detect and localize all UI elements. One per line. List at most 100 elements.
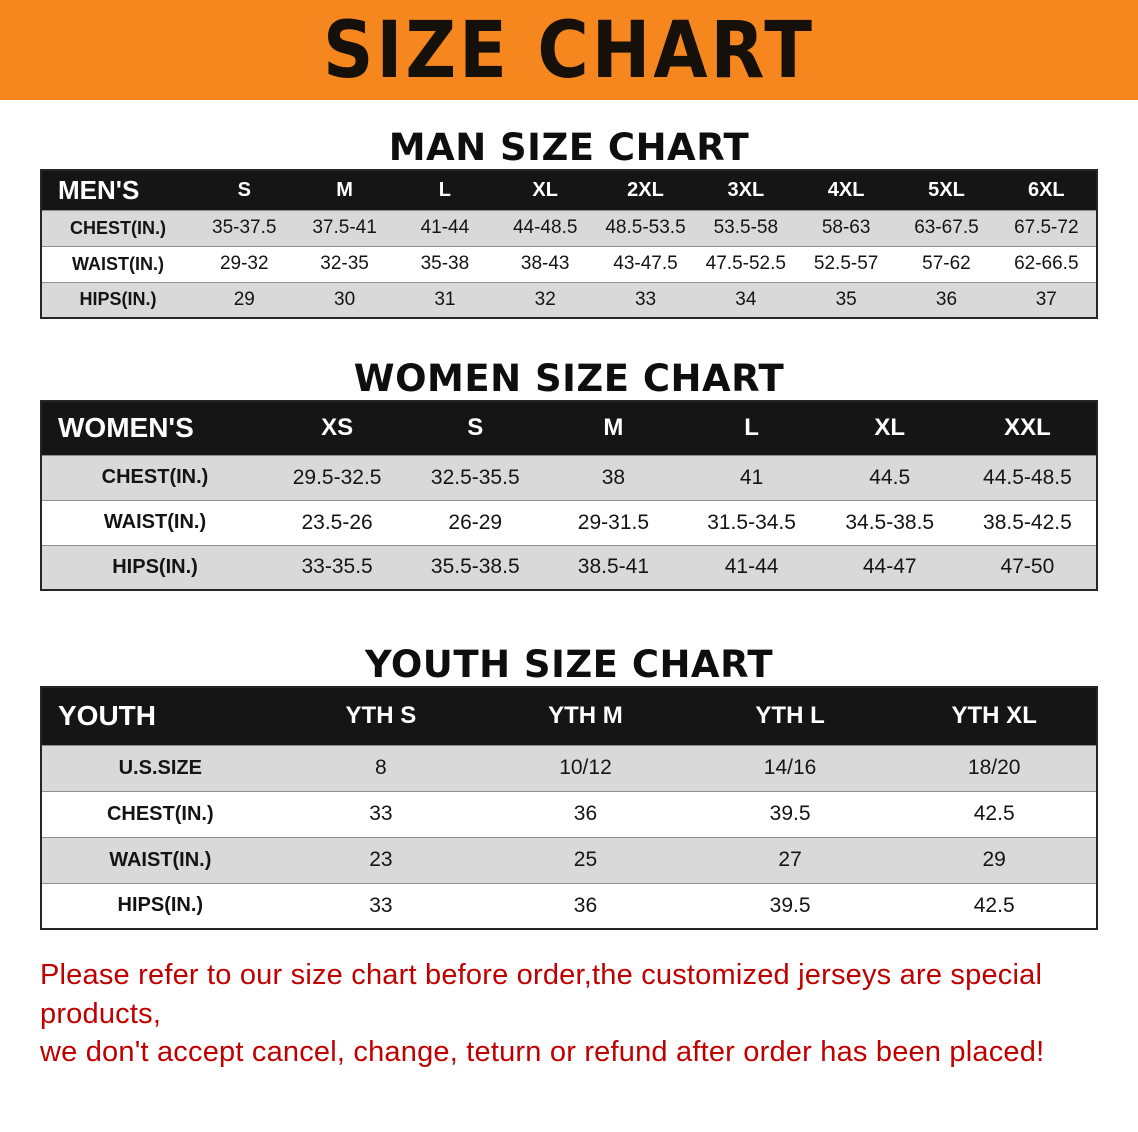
women-size-section: WOMEN SIZE CHART WOMEN'S XS S M L XL XXL CHEST(…: [0, 357, 1138, 591]
table-cell: 53.5-58: [713, 217, 779, 238]
disclaimer-text: Please refer to our size chart before or…: [40, 956, 1118, 1072]
table-cell: 10/12: [559, 756, 612, 779]
table-cell: 38.5-42.5: [983, 510, 1072, 534]
size-column-header: YTH L: [687, 687, 893, 745]
table-row: CHEST(IN.) 33 36 39.5 42.5: [41, 791, 1097, 837]
size-column-header: 4XL: [795, 170, 897, 210]
table-cell: 52.5-57: [813, 253, 879, 274]
table-row: HIPS(IN.) 29 30 31 32 33 34 35 36 37: [41, 282, 1097, 318]
table-cell: 14/16: [763, 756, 817, 779]
men-size-table: MEN'S S M L XL 2XL 3XL 4XL 5XL 6XL CHEST(IN.) 35-37…: [40, 169, 1098, 319]
table-cell: 29-31.5: [577, 510, 650, 534]
table-cell: 44.5-48.5: [983, 465, 1072, 489]
table-cell: 62-66.5: [1014, 253, 1079, 274]
table-cell: 34: [735, 288, 757, 310]
youth-size-table: YOUTH YTH S YTH M YTH L YTH XL U.S.SIZE 8 10/12…: [40, 686, 1098, 930]
table-cell: 26-29: [448, 510, 503, 534]
table-cell: 35-37.5: [212, 217, 277, 238]
table-cell: 42.5: [973, 802, 1015, 825]
table-cell: 35-38: [420, 253, 470, 274]
table-corner-label: YOUTH: [41, 687, 279, 745]
size-column-header: 6XL: [996, 170, 1097, 210]
table-cell: 33-35.5: [301, 555, 373, 579]
table-cell: 38-43: [520, 253, 570, 274]
size-column-header: YTH M: [483, 687, 688, 745]
table-header-row: MEN'S S M L XL 2XL 3XL 4XL 5XL 6XL: [41, 170, 1097, 210]
table-cell: 25: [573, 848, 598, 871]
table-cell: 29.5-32.5: [292, 465, 382, 489]
row-label: WAIST(IN.): [72, 253, 165, 274]
table-cell: 31: [434, 288, 456, 310]
table-cell: 35.5-38.5: [430, 555, 520, 579]
table-row: HIPS(IN.) 33 36 39.5 42.5: [41, 883, 1097, 929]
table-cell: 32.5-35.5: [430, 465, 520, 489]
women-size-table: WOMEN'S XS S M L XL XXL CHEST(IN.) 29.5-32.5 32.5…: [40, 400, 1098, 591]
row-label: HIPS(IN.): [79, 289, 157, 310]
size-column-header: S: [194, 170, 295, 210]
women-section-heading: WOMEN SIZE CHART: [353, 357, 785, 400]
table-cell: 37: [1035, 288, 1057, 310]
table-cell: 30: [334, 288, 356, 310]
youth-section-heading: YOUTH SIZE CHART: [364, 643, 774, 686]
size-column-header: YTH S: [278, 687, 484, 745]
table-cell: 63-67.5: [914, 217, 979, 238]
row-label: CHEST(IN.): [70, 217, 167, 238]
table-cell: 37.5-41: [312, 217, 377, 238]
table-cell: 39.5: [769, 893, 811, 917]
table-cell: 29-32: [219, 253, 269, 274]
table-cell: 47-50: [1000, 555, 1055, 579]
row-label: HIPS(IN.): [112, 555, 198, 578]
disclaimer-line-1: Please refer to our size chart before or…: [40, 959, 1043, 1030]
table-cell: 58-63: [821, 217, 871, 238]
table-cell: 48.5-53.5: [605, 217, 686, 238]
table-cell: 36: [935, 288, 958, 310]
table-cell: 36: [573, 802, 598, 825]
table-row: CHEST(IN.) 35-37.5 37.5-41 41-44 44-48.5 48.5…: [41, 210, 1097, 246]
table-cell: 44.5: [869, 465, 911, 489]
table-cell: 29: [233, 288, 255, 310]
size-column-header: L: [682, 401, 821, 455]
size-chart-banner: SIZE CHART: [0, 0, 1138, 100]
table-header-row: YOUTH YTH S YTH M YTH L YTH XL: [41, 687, 1097, 745]
table-cell: 38: [601, 465, 626, 489]
size-column-header: 5XL: [896, 170, 997, 210]
table-cell: 32-35: [320, 253, 369, 274]
size-column-header: XXL: [958, 401, 1097, 455]
table-cell: 42.5: [973, 893, 1015, 917]
table-cell: 34.5-38.5: [845, 510, 935, 534]
table-cell: 18/20: [967, 756, 1021, 779]
table-cell: 41-44: [420, 217, 470, 238]
table-cell: 29: [982, 848, 1006, 871]
row-label: WAIST(IN.): [109, 848, 212, 871]
table-cell: 44-47: [862, 555, 917, 579]
table-cell: 23: [369, 848, 393, 871]
youth-size-section: YOUTH SIZE CHART YOUTH YTH S YTH M YTH L YTH…: [0, 643, 1138, 930]
size-column-header: S: [406, 401, 545, 455]
table-cell: 47.5-52.5: [705, 253, 786, 274]
table-cell: 36: [573, 893, 598, 917]
table-cell: 23.5-26: [301, 510, 373, 534]
size-column-header: 3XL: [695, 170, 796, 210]
table-cell: 32: [534, 288, 556, 310]
table-cell: 35: [835, 288, 857, 310]
table-corner-label: MEN'S: [41, 170, 195, 210]
table-corner-label: WOMEN'S: [41, 401, 269, 455]
size-column-header: 2XL: [595, 170, 696, 210]
table-row: WAIST(IN.) 23 25 27 29: [41, 837, 1097, 883]
size-column-header: XL: [495, 170, 596, 210]
table-cell: 33: [369, 802, 393, 825]
table-cell: 39.5: [769, 802, 811, 825]
table-cell: 57-62: [922, 253, 971, 274]
row-label: HIPS(IN.): [117, 894, 204, 917]
table-cell: 8: [375, 756, 387, 779]
table-cell: 41-44: [724, 555, 779, 579]
table-row: CHEST(IN.) 29.5-32.5 32.5-35.5 38 41 44.5 44.5…: [41, 455, 1097, 500]
row-label: U.S.SIZE: [118, 756, 202, 779]
table-cell: 33: [634, 288, 657, 310]
table-cell: 38.5-41: [577, 555, 650, 579]
table-cell: 27: [778, 848, 802, 871]
table-row: HIPS(IN.) 33-35.5 35.5-38.5 38.5-41 41-44 44-…: [41, 545, 1097, 590]
size-column-header: M: [544, 401, 683, 455]
table-cell: 41: [739, 465, 764, 489]
table-row: U.S.SIZE 8 10/12 14/16 18/20: [41, 745, 1097, 791]
